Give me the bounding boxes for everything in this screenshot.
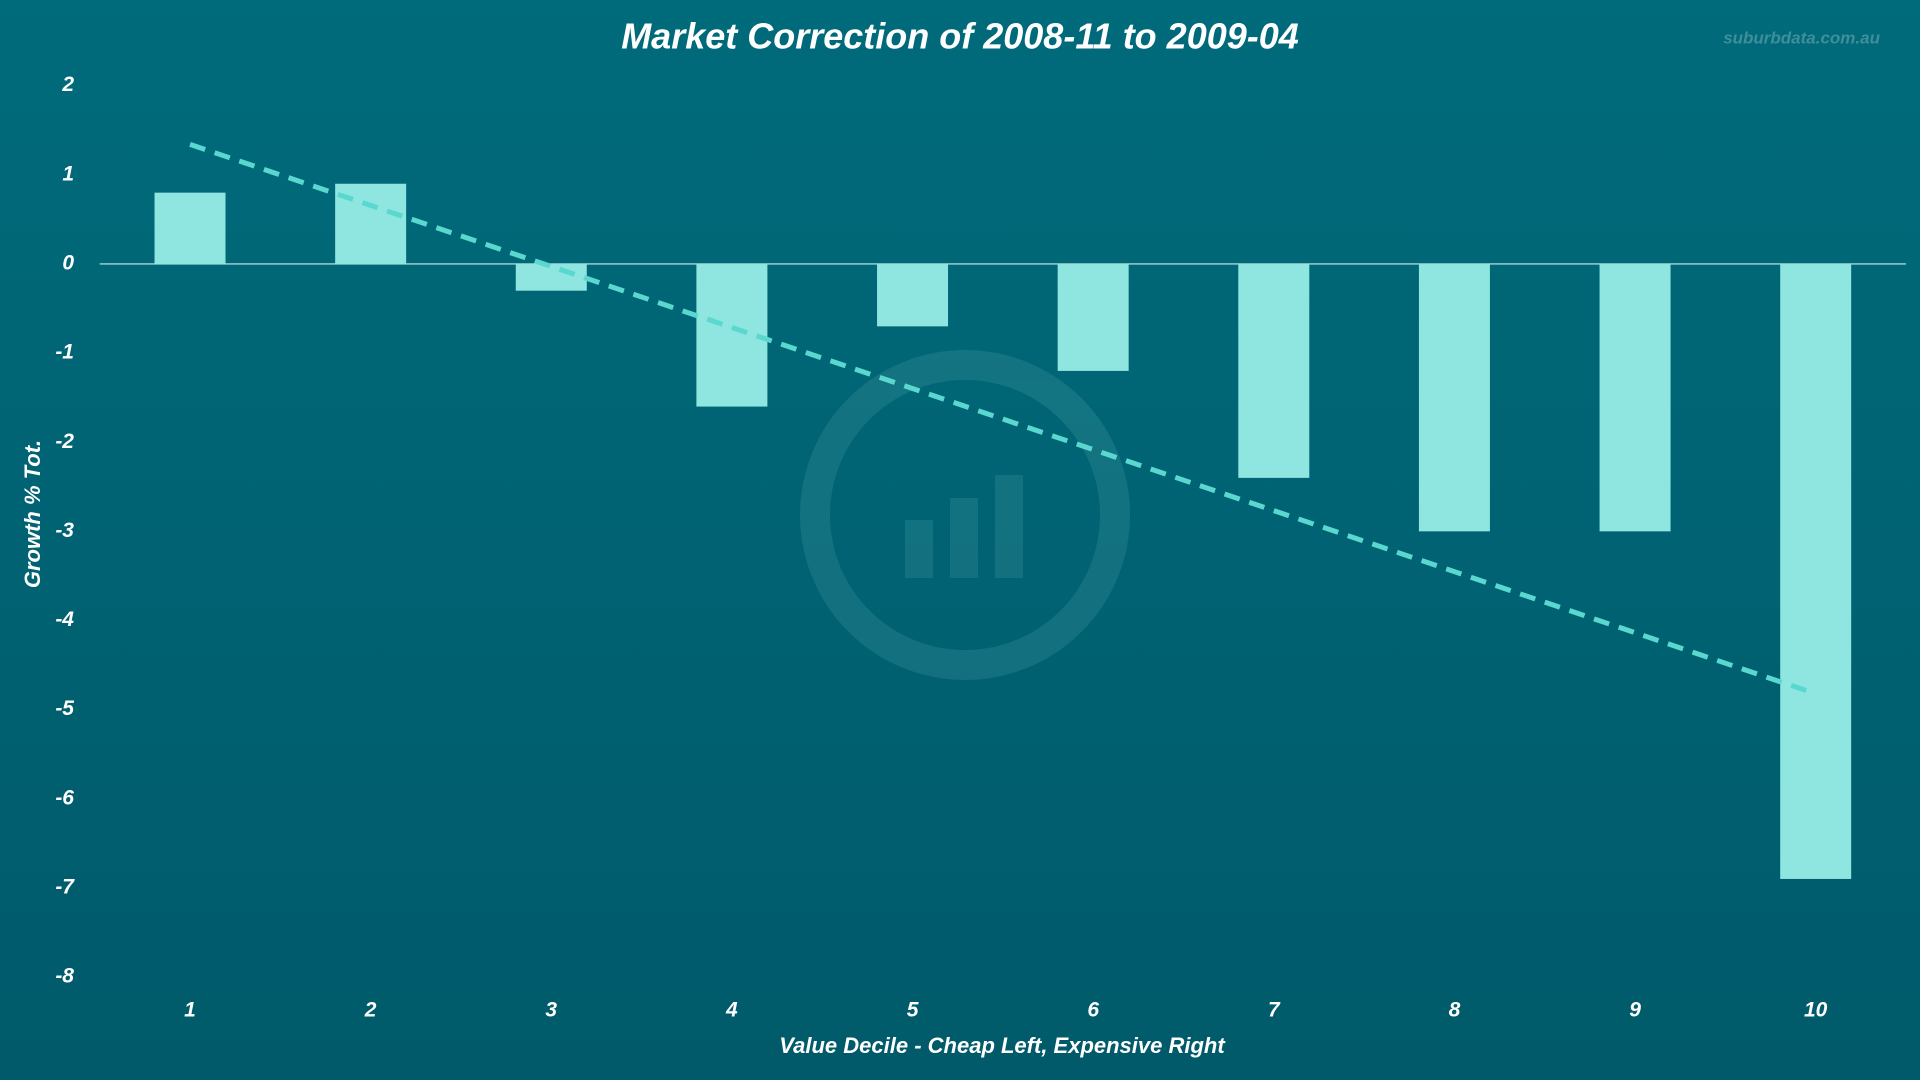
x-tick-label: 3	[545, 999, 557, 1022]
y-tick-label: -3	[55, 519, 74, 542]
y-tick-label: 1	[62, 162, 74, 185]
x-tick-label: 4	[725, 999, 738, 1022]
y-tick-label: -2	[55, 430, 74, 453]
bar	[1599, 263, 1671, 532]
y-axis-title: Growth % Tot.	[20, 440, 45, 588]
x-tick-label: 6	[1087, 999, 1099, 1022]
x-tick-label: 1	[184, 999, 196, 1022]
x-tick-label: 10	[1804, 999, 1828, 1022]
y-tick-label: -8	[55, 965, 74, 988]
bar	[154, 192, 226, 264]
chart-title: Market Correction of 2008-11 to 2009-04	[621, 16, 1299, 57]
bar	[1057, 263, 1129, 371]
bar	[696, 263, 768, 407]
watermark-logo	[800, 350, 1130, 680]
x-tick-label: 9	[1629, 999, 1641, 1022]
bar	[877, 263, 949, 327]
x-tick-label: 8	[1449, 999, 1461, 1022]
y-tick-label: -6	[55, 786, 74, 809]
bar	[1780, 263, 1852, 879]
x-tick-label: 2	[364, 999, 377, 1022]
bar	[1418, 263, 1490, 532]
x-axis-title: Value Decile - Cheap Left, Expensive Rig…	[779, 1033, 1226, 1058]
bar	[515, 263, 587, 291]
y-tick-label: 2	[61, 73, 74, 96]
bar	[1238, 263, 1310, 478]
x-tick-label: 7	[1268, 999, 1281, 1022]
y-tick-label: -1	[55, 341, 74, 364]
x-tick-label: 5	[907, 999, 919, 1022]
y-tick-label: 0	[62, 252, 74, 275]
y-tick-label: -7	[55, 875, 75, 898]
watermark-text: suburbdata.com.au	[1723, 28, 1880, 47]
y-tick-label: -5	[55, 697, 74, 720]
y-tick-label: -4	[55, 608, 74, 631]
